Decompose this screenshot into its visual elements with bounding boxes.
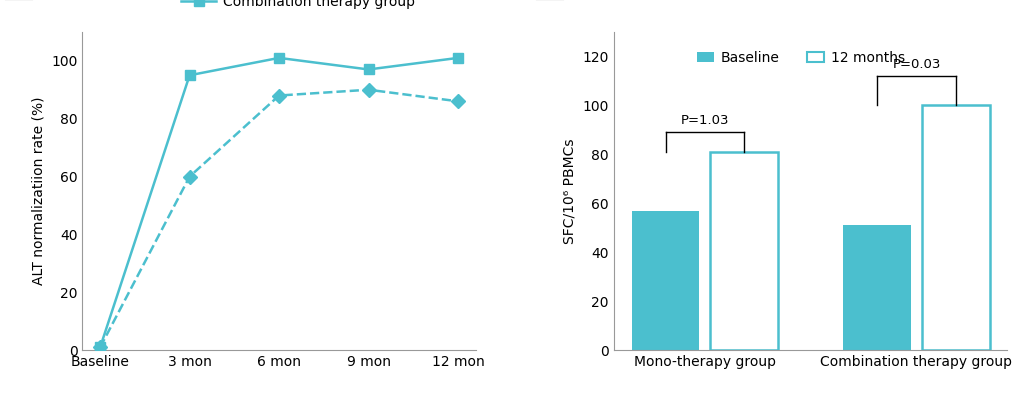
Bar	[710, 152, 778, 350]
Legend: Mono-therapy group, Combination therapy group: Mono-therapy group, Combination therapy …	[176, 0, 420, 15]
Bar	[843, 225, 911, 350]
Legend: Baseline, 12 months: Baseline, 12 months	[692, 45, 911, 70]
Text: P=0.03: P=0.03	[892, 58, 941, 71]
Text: P=1.03: P=1.03	[681, 114, 729, 127]
Bar	[631, 211, 699, 350]
Y-axis label: ALT normalizatiion rate (%): ALT normalizatiion rate (%)	[32, 97, 45, 285]
Bar	[922, 105, 990, 350]
Y-axis label: SFC/10⁶ PBMCs: SFC/10⁶ PBMCs	[563, 138, 577, 244]
